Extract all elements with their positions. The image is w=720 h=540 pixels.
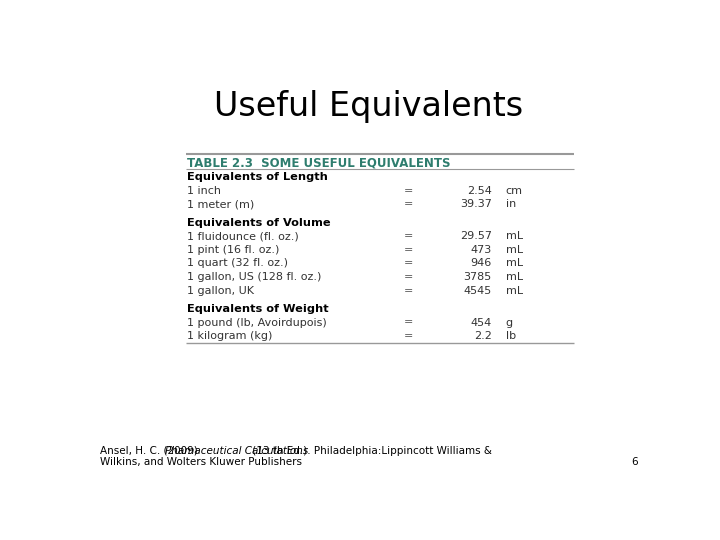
Text: 4545: 4545 [464, 286, 492, 296]
Text: 1 pound (lb, Avoirdupois): 1 pound (lb, Avoirdupois) [187, 318, 327, 328]
Text: (13 th Ed.). Philadelphia:Lippincott Williams &: (13 th Ed.). Philadelphia:Lippincott Wil… [249, 446, 492, 456]
Text: mL: mL [505, 259, 523, 268]
Text: 3785: 3785 [464, 272, 492, 282]
Text: 1 meter (m): 1 meter (m) [187, 199, 254, 210]
Text: =: = [403, 331, 413, 341]
Text: Equivalents of Length: Equivalents of Length [187, 172, 328, 182]
Text: 1 quart (32 fl. oz.): 1 quart (32 fl. oz.) [187, 259, 288, 268]
Text: =: = [403, 245, 413, 255]
Text: 473: 473 [470, 245, 492, 255]
Text: Useful Equivalents: Useful Equivalents [215, 90, 523, 123]
Text: mL: mL [505, 286, 523, 296]
Text: 454: 454 [470, 318, 492, 328]
Text: Phamaceutical Calculations: Phamaceutical Calculations [165, 446, 308, 456]
Text: 1 pint (16 fl. oz.): 1 pint (16 fl. oz.) [187, 245, 279, 255]
Text: g: g [505, 318, 513, 328]
Text: Wilkins, and Wolters Kluwer Publishers: Wilkins, and Wolters Kluwer Publishers [100, 457, 302, 467]
Text: =: = [403, 231, 413, 241]
Text: Ansel, H. C. (2009): Ansel, H. C. (2009) [100, 446, 201, 456]
Text: in: in [505, 199, 516, 210]
Text: =: = [403, 318, 413, 328]
Text: 2.54: 2.54 [467, 186, 492, 196]
Text: 6: 6 [631, 457, 638, 467]
Text: mL: mL [505, 231, 523, 241]
Text: mL: mL [505, 245, 523, 255]
Text: 1 inch: 1 inch [187, 186, 221, 196]
Text: mL: mL [505, 272, 523, 282]
Text: 1 gallon, US (128 fl. oz.): 1 gallon, US (128 fl. oz.) [187, 272, 321, 282]
Text: 1 kilogram (kg): 1 kilogram (kg) [187, 331, 272, 341]
Text: =: = [403, 259, 413, 268]
Text: 2.2: 2.2 [474, 331, 492, 341]
Text: 946: 946 [470, 259, 492, 268]
Text: TABLE 2.3  SOME USEFUL EQUIVALENTS: TABLE 2.3 SOME USEFUL EQUIVALENTS [187, 156, 451, 169]
Text: 29.57: 29.57 [460, 231, 492, 241]
Text: Equivalents of Weight: Equivalents of Weight [187, 304, 329, 314]
Text: =: = [403, 199, 413, 210]
Text: 1 fluidounce (fl. oz.): 1 fluidounce (fl. oz.) [187, 231, 299, 241]
Text: =: = [403, 186, 413, 196]
Text: =: = [403, 286, 413, 296]
Text: =: = [403, 272, 413, 282]
Text: lb: lb [505, 331, 516, 341]
Text: Equivalents of Volume: Equivalents of Volume [187, 218, 330, 228]
Text: 1 gallon, UK: 1 gallon, UK [187, 286, 254, 296]
Text: cm: cm [505, 186, 523, 196]
Text: 39.37: 39.37 [460, 199, 492, 210]
